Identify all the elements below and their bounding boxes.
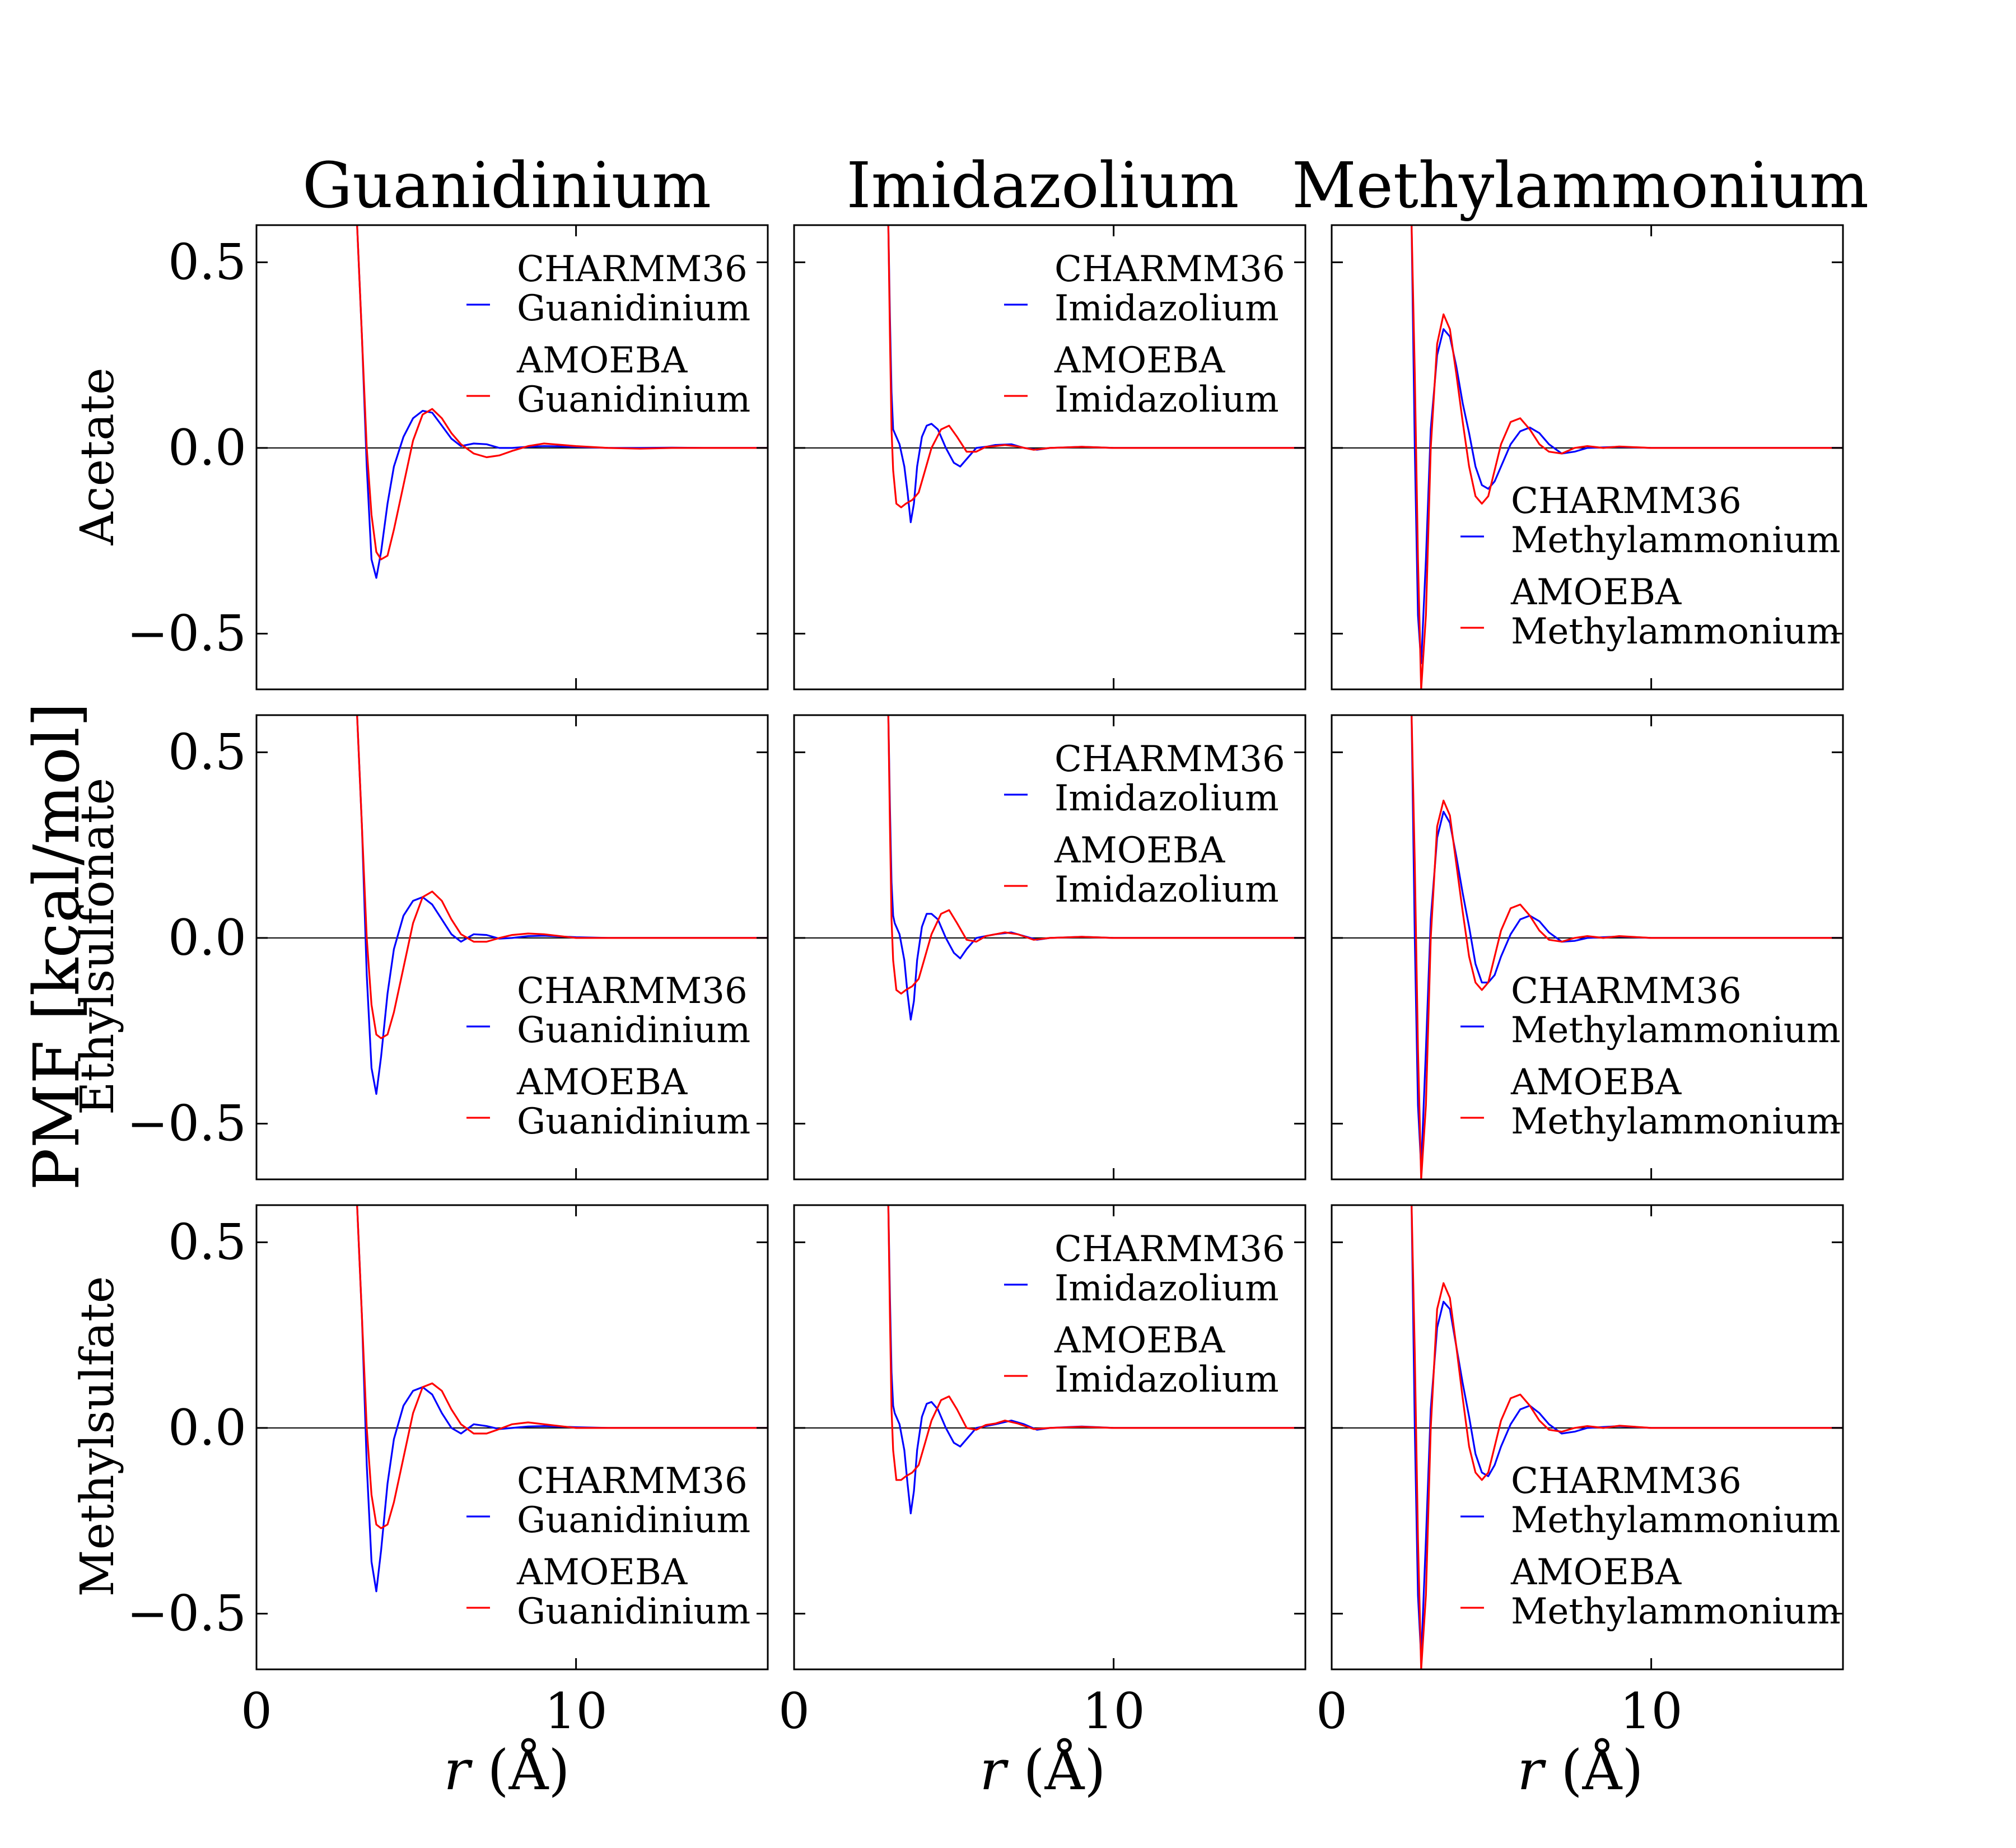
axes-frame: [793, 714, 1306, 1180]
legend-label-cation: Methylammonium: [1511, 611, 1841, 652]
series-line-amoeba: [1411, 715, 1843, 1179]
col-title-imidazolium: Imidazolium: [846, 150, 1239, 222]
x-tick-label: 0: [1316, 1682, 1347, 1740]
series-line-amoeba: [887, 1205, 1305, 1481]
legend-label-cation: Imidazolium: [1054, 288, 1279, 329]
legend-label-model: AMOEBA: [516, 1062, 688, 1103]
legend-label-cation: Guanidinium: [517, 1500, 750, 1541]
y-tick-label: −0.5: [127, 605, 246, 662]
series-line-amoeba: [356, 1205, 768, 1529]
legend-label-model: CHARMM36: [1054, 1229, 1285, 1270]
x-tick-label: 10: [1620, 1682, 1683, 1740]
legend-label-cation: Imidazolium: [1054, 1359, 1279, 1401]
y-tick-label: −0.5: [127, 1585, 246, 1642]
panel-ethylsulfonate-methylammonium: CHARMM36MethylammoniumAMOEBAMethylammoni…: [1331, 714, 1844, 1180]
legend-label-cation: Guanidinium: [517, 379, 750, 421]
legend-label-cation: Imidazolium: [1054, 379, 1279, 421]
legend-label-cation: Methylammonium: [1511, 1010, 1841, 1051]
row-label-ethylsulfonate: Ethylsulfonate: [71, 778, 124, 1115]
legend-label-model: AMOEBA: [1054, 340, 1225, 381]
legend-label-cation: Guanidinium: [517, 1591, 750, 1632]
y-tick-label: 0.0: [168, 1399, 246, 1457]
y-tick-label: 0.5: [168, 233, 246, 291]
legend-label-cation: Methylammonium: [1511, 1591, 1841, 1632]
series-line-amoeba: [887, 225, 1305, 508]
legend-label-cation: Imidazolium: [1054, 869, 1279, 911]
legend-label-cation: Guanidinium: [517, 1101, 750, 1142]
y-tick-label: 0.0: [168, 419, 246, 477]
col-title-guanidinium: Guanidinium: [302, 150, 711, 222]
legend-label-model: AMOEBA: [1054, 830, 1225, 871]
legend-label-model: CHARMM36: [517, 970, 748, 1012]
panel-acetate-guanidinium: −0.50.00.5 CHARMM36GuanidiniumAMOEBAGuani…: [127, 224, 769, 690]
series-line-charmm36: [356, 715, 768, 1095]
axes-frame: [1331, 714, 1844, 1180]
series-line-amoeba: [1411, 1205, 1843, 1669]
axes-frame: [255, 1204, 769, 1670]
panel-methylsulfate-guanidinium: −0.50.00.50 10CHARMM36GuanidiniumAMOEBAGu…: [127, 1204, 769, 1740]
legend-label-cation: Imidazolium: [1054, 1268, 1279, 1309]
axes-frame: [1331, 1204, 1844, 1670]
axes-frame: [255, 714, 769, 1180]
series-line-amoeba: [887, 715, 1305, 995]
legend-label-model: AMOEBA: [1054, 1320, 1225, 1361]
legend-label-model: AMOEBA: [516, 340, 688, 381]
legend-label-cation: Imidazolium: [1054, 778, 1279, 819]
legend-label-cation: Methylammonium: [1511, 1500, 1841, 1541]
y-tick-label: 0.5: [168, 1213, 246, 1271]
x-tick-label: 10: [545, 1682, 608, 1740]
series-line-charmm36: [356, 1205, 768, 1593]
x-tick-label: 0: [778, 1682, 810, 1740]
legend-label-model: AMOEBA: [1510, 1062, 1682, 1103]
legend-label-cation: Guanidinium: [517, 288, 750, 329]
legend-label-model: AMOEBA: [1510, 1552, 1682, 1593]
legend-label-model: AMOEBA: [1510, 572, 1682, 613]
legend-label-model: CHARMM36: [517, 1460, 748, 1502]
series-line-amoeba: [356, 225, 768, 561]
panel-acetate-methylammonium: CHARMM36MethylammoniumAMOEBAMethylammoni…: [1331, 224, 1844, 690]
x-axis-label-col2: r (Å): [979, 1738, 1105, 1803]
x-tick-label: 10: [1082, 1682, 1145, 1740]
legend-label-model: CHARMM36: [1511, 480, 1742, 522]
x-axis-label-col1: r (Å): [444, 1738, 570, 1803]
col-title-methylammonium: Methylammonium: [1292, 150, 1869, 222]
x-tick-label: 0: [241, 1682, 272, 1740]
legend-label-cation: Methylammonium: [1511, 520, 1841, 561]
legend-label-model: CHARMM36: [1511, 970, 1742, 1012]
legend-label-model: CHARMM36: [1054, 739, 1285, 780]
axes-frame: [255, 224, 769, 690]
legend-label-model: CHARMM36: [1054, 249, 1285, 290]
legend-label-model: CHARMM36: [1511, 1460, 1742, 1502]
legend-label-cation: Guanidinium: [517, 1010, 750, 1051]
axes-frame: [1331, 224, 1844, 690]
legend-label-model: CHARMM36: [517, 249, 748, 290]
panel-ethylsulfonate-guanidinium: −0.50.00.5CHARMM36GuanidiniumAMOEBAGuani…: [127, 714, 769, 1180]
legend-label-cation: Methylammonium: [1511, 1101, 1841, 1142]
y-tick-label: 0.0: [168, 909, 246, 967]
y-tick-label: −0.5: [127, 1095, 246, 1152]
y-axis-label: PMF [kcal/mol]: [21, 702, 94, 1190]
y-tick-label: 0.5: [168, 723, 246, 781]
axes-frame: [793, 1204, 1306, 1670]
row-label-acetate: Acetate: [71, 368, 124, 546]
legend-label-model: AMOEBA: [516, 1552, 688, 1593]
panel-methylsulfate-methylammonium: 0 10CHARMM36MethylammoniumAMOEBAMethylamm…: [1316, 1204, 1844, 1740]
series-line-amoeba: [1411, 225, 1843, 689]
x-axis-label-col3: r (Å): [1517, 1738, 1643, 1803]
series-line-amoeba: [356, 715, 768, 1039]
row-label-methylsulfate: Methylsulfate: [71, 1276, 124, 1597]
axes-frame: [793, 224, 1306, 690]
